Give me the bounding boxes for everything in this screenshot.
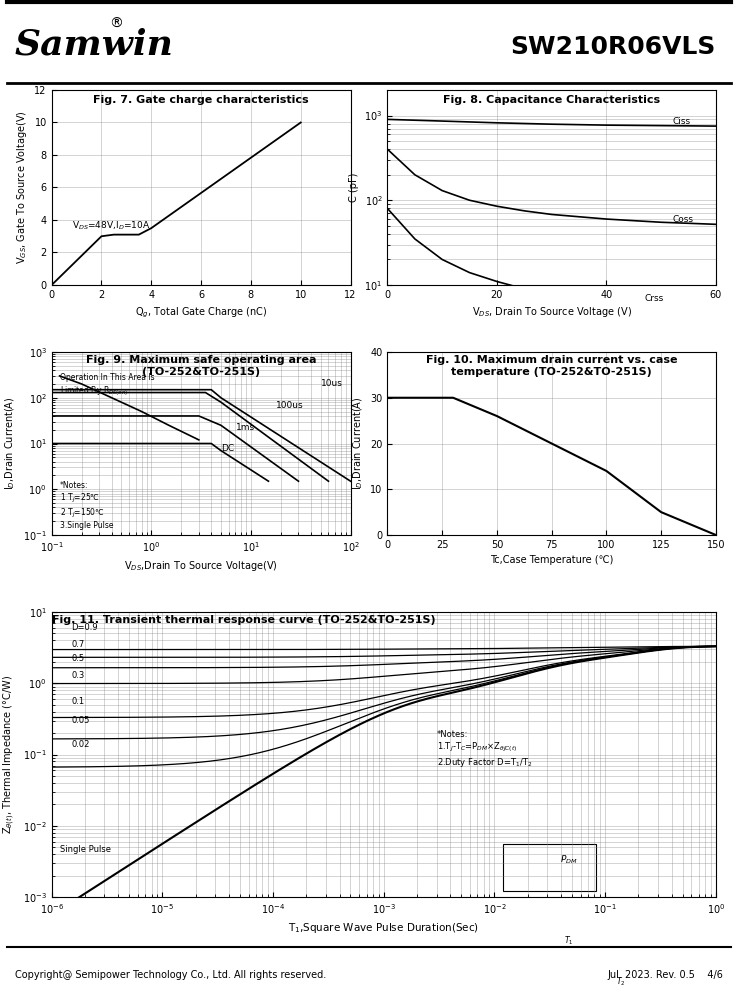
Y-axis label: I$_D$,Drain Current(A): I$_D$,Drain Current(A) (351, 397, 365, 490)
Text: Copyright@ Semipower Technology Co., Ltd. All rights reserved.: Copyright@ Semipower Technology Co., Ltd… (15, 970, 326, 980)
Text: Ciss: Ciss (672, 117, 690, 126)
Text: Samwin: Samwin (15, 27, 173, 61)
Text: 0.02: 0.02 (71, 740, 89, 749)
Text: Single Pulse: Single Pulse (61, 845, 111, 854)
Text: Fig. 7. Gate charge characteristics: Fig. 7. Gate charge characteristics (93, 95, 309, 105)
Text: 100us: 100us (276, 401, 304, 410)
Text: Crss: Crss (645, 294, 664, 303)
X-axis label: V$_{DS}$,Drain To Source Voltage(V): V$_{DS}$,Drain To Source Voltage(V) (124, 559, 278, 573)
Y-axis label: Z$_{\theta(t)}$, Thermal Impedance (°C/W): Z$_{\theta(t)}$, Thermal Impedance (°C/W… (2, 675, 17, 834)
Y-axis label: C (pF): C (pF) (349, 173, 359, 202)
Text: 1ms: 1ms (235, 423, 255, 432)
Text: Fig. 10. Maximum drain current vs. case
temperature (TO-252&TO-251S): Fig. 10. Maximum drain current vs. case … (426, 355, 677, 377)
X-axis label: Q$_g$, Total Gate Charge (nC): Q$_g$, Total Gate Charge (nC) (135, 305, 267, 320)
Text: *Notes:
1 T$_J$=25℃
2 T$_J$=150℃
3.Single Pulse: *Notes: 1 T$_J$=25℃ 2 T$_J$=150℃ 3.Singl… (60, 481, 113, 530)
Text: 0.1: 0.1 (71, 697, 84, 706)
Text: DC: DC (221, 444, 234, 453)
Text: D=0.9: D=0.9 (71, 623, 97, 632)
Y-axis label: I$_D$,Drain Current(A): I$_D$,Drain Current(A) (4, 397, 18, 490)
Text: Coss: Coss (672, 215, 693, 224)
Text: V$_{DS}$=48V,I$_D$=10A: V$_{DS}$=48V,I$_D$=10A (72, 219, 150, 232)
Text: SW210R06VLS: SW210R06VLS (511, 35, 716, 59)
Text: Operation In This Area Is
Limited By R$_{DS(on)}$: Operation In This Area Is Limited By R$_… (60, 373, 154, 398)
Text: Fig. 11. Transient thermal response curve (TO-252&TO-251S): Fig. 11. Transient thermal response curv… (52, 615, 435, 625)
Text: Fig. 9. Maximum safe operating area
(TO-252&TO-251S): Fig. 9. Maximum safe operating area (TO-… (86, 355, 317, 377)
X-axis label: T$_1$,Square Wave Pulse Duration(Sec): T$_1$,Square Wave Pulse Duration(Sec) (289, 921, 479, 935)
Text: 0.7: 0.7 (71, 640, 84, 649)
Text: $T_1$: $T_1$ (564, 935, 573, 947)
Y-axis label: V$_{GS}$, Gate To Source Voltage(V): V$_{GS}$, Gate To Source Voltage(V) (15, 111, 29, 264)
Text: 10us: 10us (320, 379, 342, 388)
X-axis label: V$_{DS}$, Drain To Source Voltage (V): V$_{DS}$, Drain To Source Voltage (V) (472, 305, 632, 319)
X-axis label: Tc,Case Temperature (℃): Tc,Case Temperature (℃) (490, 555, 613, 565)
Text: Fig. 8. Capacitance Characteristics: Fig. 8. Capacitance Characteristics (443, 95, 661, 105)
Text: Jul. 2023. Rev. 0.5    4/6: Jul. 2023. Rev. 0.5 4/6 (607, 970, 723, 980)
Text: 0.5: 0.5 (71, 654, 84, 663)
Text: ®: ® (109, 17, 123, 31)
Text: $P_{DM}$: $P_{DM}$ (560, 853, 578, 866)
Text: 0.3: 0.3 (71, 671, 84, 680)
Text: *Notes:
1.T$_J$-T$_C$=P$_{DM}$×Z$_{\theta JC(t)}$
2.Duty Factor D=T$_1$/T$_2$: *Notes: 1.T$_J$-T$_C$=P$_{DM}$×Z$_{\thet… (437, 730, 532, 769)
Text: 0.05: 0.05 (71, 716, 89, 725)
Bar (503, 844, 596, 891)
Text: $T_2$: $T_2$ (615, 975, 625, 988)
